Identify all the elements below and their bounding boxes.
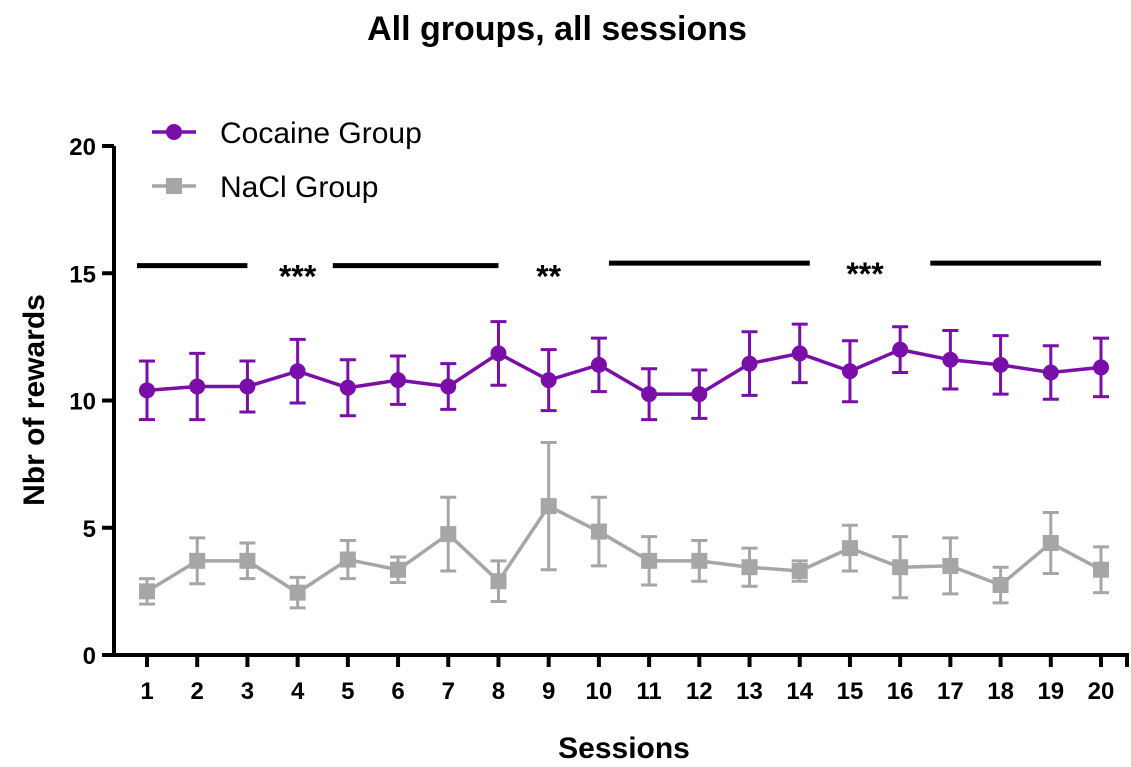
data-point — [440, 378, 457, 395]
data-point — [289, 584, 306, 601]
data-point — [992, 577, 1009, 594]
data-point — [942, 351, 959, 368]
data-point — [1093, 359, 1109, 376]
data-point — [540, 498, 557, 515]
x-tick-label: 12 — [686, 678, 713, 705]
data-point — [540, 372, 557, 389]
plot-area — [139, 320, 1109, 610]
significance-label: *** — [846, 256, 884, 292]
data-point — [490, 345, 507, 362]
series-nacl — [139, 440, 1109, 610]
data-point — [942, 557, 959, 574]
x-tick-label: 19 — [1037, 678, 1064, 705]
legend-label: NaCl Group — [220, 171, 378, 204]
y-tick-label: 0 — [83, 643, 96, 670]
x-tick-label: 15 — [837, 678, 864, 705]
x-tick-label: 8 — [492, 678, 505, 705]
data-point — [390, 561, 407, 578]
x-tick-label: 17 — [937, 678, 964, 705]
x-tick-label: 2 — [191, 678, 204, 705]
x-axis-label: Sessions — [558, 732, 690, 765]
data-point — [490, 573, 507, 590]
data-point — [741, 559, 758, 576]
data-point — [440, 526, 457, 543]
significance-annotations: *** ** *** — [136, 256, 1101, 295]
x-tick-label: 7 — [442, 678, 455, 705]
data-point — [189, 378, 206, 395]
x-tick-label: 14 — [786, 678, 813, 705]
data-point — [691, 386, 708, 403]
data-point — [791, 345, 808, 362]
data-point — [841, 540, 858, 557]
data-point — [992, 356, 1009, 373]
chart-title: All groups, all sessions — [367, 10, 747, 48]
series-cocaine — [139, 320, 1109, 422]
x-tick-label: 5 — [341, 678, 354, 705]
data-point — [1042, 535, 1059, 552]
x-tick-label: 6 — [391, 678, 404, 705]
y-tick-label: 10 — [69, 389, 96, 416]
data-point — [289, 363, 306, 380]
data-point — [892, 341, 909, 358]
x-tick-label: 3 — [241, 678, 254, 705]
legend-marker — [166, 124, 182, 140]
data-point — [339, 551, 356, 568]
data-point — [590, 523, 607, 540]
x-tick-label: 16 — [887, 678, 914, 705]
data-point — [1093, 561, 1109, 578]
data-point — [390, 372, 407, 389]
series-line — [146, 503, 1102, 595]
data-point — [189, 552, 206, 569]
y-tick-label: 15 — [69, 261, 96, 288]
legend-marker — [166, 178, 182, 194]
data-point — [691, 552, 708, 569]
x-tick-label: 20 — [1088, 678, 1115, 705]
x-tick-label: 11 — [636, 678, 661, 705]
data-point — [139, 382, 155, 399]
y-tick-label: 20 — [69, 134, 96, 161]
series-line — [146, 347, 1102, 396]
x-tick-label: 1 — [140, 678, 153, 705]
data-point — [641, 386, 658, 403]
data-point — [641, 552, 658, 569]
significance-label: ** — [536, 259, 561, 295]
significance-label: *** — [279, 259, 317, 295]
data-point — [239, 378, 256, 395]
x-tick-label: 18 — [987, 678, 1014, 705]
data-point — [1042, 364, 1059, 381]
data-point — [741, 355, 758, 372]
y-axis-label: Nbr of rewards — [18, 294, 51, 506]
data-point — [239, 552, 256, 569]
data-point — [590, 356, 607, 373]
data-point — [892, 559, 909, 576]
data-point — [339, 379, 356, 396]
data-point — [791, 563, 808, 580]
legend: Cocaine Group NaCl Group — [152, 117, 422, 204]
data-point — [139, 583, 155, 600]
x-tick-label: 9 — [542, 678, 555, 705]
y-tick-label: 5 — [83, 516, 96, 543]
x-tick-label: 13 — [736, 678, 763, 705]
legend-label: Cocaine Group — [220, 117, 422, 150]
x-tick-label: 10 — [586, 678, 613, 705]
x-tick-label: 4 — [291, 678, 305, 705]
data-point — [841, 363, 858, 380]
